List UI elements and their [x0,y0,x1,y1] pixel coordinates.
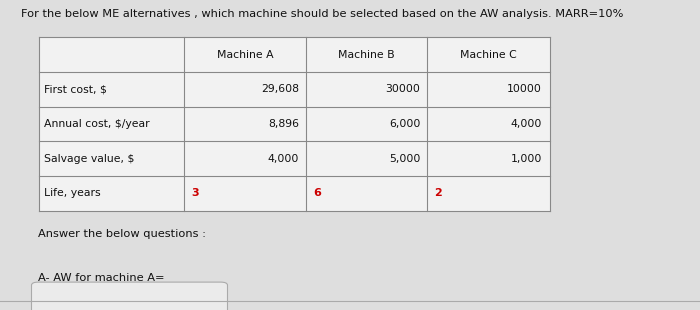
Text: 4,000: 4,000 [510,119,542,129]
FancyBboxPatch shape [32,282,228,310]
Text: For the below ME alternatives , which machine should be selected based on the AW: For the below ME alternatives , which ma… [21,9,624,19]
Text: 29,608: 29,608 [261,84,299,94]
Text: 8,896: 8,896 [268,119,299,129]
Text: 1,000: 1,000 [510,154,542,164]
Text: Answer the below questions :: Answer the below questions : [38,229,206,239]
Text: First cost, $: First cost, $ [44,84,107,94]
Text: Life, years: Life, years [44,188,101,198]
Text: 10000: 10000 [507,84,542,94]
Text: 4,000: 4,000 [267,154,299,164]
Text: 6,000: 6,000 [389,119,421,129]
Text: 2: 2 [435,188,442,198]
Text: Machine C: Machine C [460,50,517,60]
Text: 5,000: 5,000 [389,154,421,164]
Text: Machine B: Machine B [338,50,395,60]
Text: 3: 3 [191,188,199,198]
Text: A- AW for machine A=: A- AW for machine A= [38,273,165,283]
Text: 6: 6 [313,188,321,198]
Text: 30000: 30000 [386,84,421,94]
Text: Annual cost, $/year: Annual cost, $/year [44,119,150,129]
Text: Salvage value, $: Salvage value, $ [44,154,134,164]
Text: Machine A: Machine A [216,50,273,60]
